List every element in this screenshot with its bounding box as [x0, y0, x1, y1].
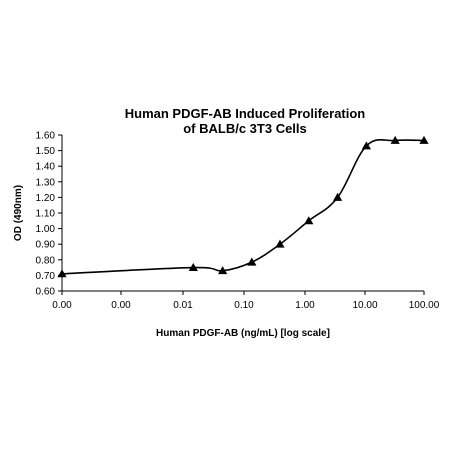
series-markers: [57, 135, 429, 278]
data-point-triangle: [275, 239, 285, 248]
y-tick-label: 1.60: [36, 131, 56, 142]
y-axis-ticks: 0.60 0.70 0.80 0.90 1.00 1.10 1.20 1.30 1.40 1.50…: [36, 131, 62, 298]
data-point-triangle: [361, 141, 372, 150]
x-tick-label: 1.00: [295, 300, 315, 311]
y-axis-label: OD (490nm): [13, 185, 24, 241]
y-tick-label: 0.60: [36, 287, 56, 298]
y-tick-label: 1.20: [36, 193, 56, 204]
series-line: [61, 138, 425, 275]
axes: [61, 135, 424, 292]
x-tick-label: 0.10: [234, 300, 254, 311]
x-tick-label: 0.00: [52, 300, 72, 311]
y-tick-label: 1.30: [36, 177, 56, 188]
data-point-triangle: [304, 216, 314, 225]
chart-title-line-2: of BALB/c 3T3 Cells: [183, 121, 307, 136]
data-point-triangle: [188, 263, 198, 272]
x-axis-ticks: 0.00 0.00 0.01 0.10 1.00 10.00 100.00: [52, 291, 440, 311]
data-point-triangle: [218, 266, 228, 275]
y-tick-label: 0.80: [36, 255, 56, 266]
y-tick-label: 1.50: [36, 146, 56, 157]
data-point-triangle: [390, 135, 400, 144]
y-tick-label: 0.90: [36, 240, 56, 251]
y-tick-label: 1.10: [36, 209, 56, 220]
data-point-triangle: [247, 257, 257, 266]
y-tick-label: 1.40: [36, 162, 56, 173]
x-axis-label: Human PDGF-AB (ng/mL) [log scale]: [156, 328, 330, 339]
data-point-triangle: [57, 269, 67, 278]
data-point-triangle: [333, 192, 343, 201]
x-tick-label: 100.00: [409, 300, 440, 311]
data-point-triangle: [419, 135, 429, 144]
x-tick-label: 0.01: [173, 300, 193, 311]
x-tick-label: 10.00: [352, 300, 377, 311]
chart-title-line-1: Human PDGF-AB Induced Proliferation: [125, 106, 366, 121]
y-tick-label: 0.70: [36, 271, 56, 282]
y-tick-label: 1.00: [36, 224, 56, 235]
x-tick-label: 0.00: [111, 300, 131, 311]
